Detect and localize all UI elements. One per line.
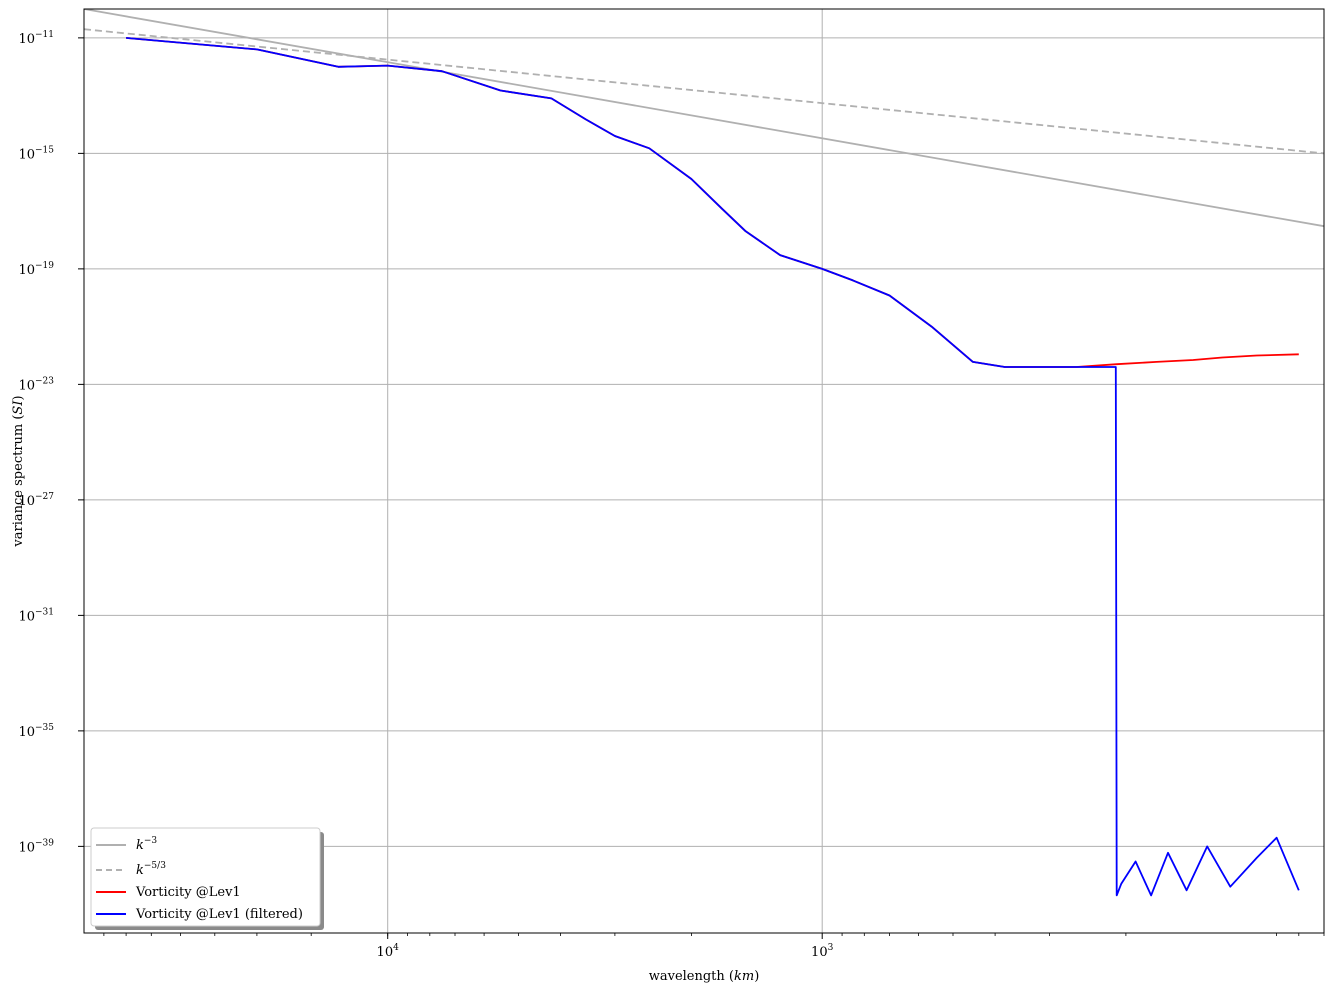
plot-frame bbox=[83, 8, 1325, 934]
y-tick-label-3: 10−23 bbox=[18, 376, 54, 393]
y-tick-label-1: 10−15 bbox=[18, 145, 54, 162]
vorticity-line bbox=[126, 37, 1299, 368]
ticks: 104 103 10−11 10−15 10−19 10−23 10−27 10−31 10−3… bbox=[18, 30, 1325, 960]
y-axis-label: variance spectrum (SI) bbox=[11, 395, 26, 547]
y-tick-label-2: 10−19 bbox=[18, 261, 54, 278]
y-tick-label-6: 10−35 bbox=[18, 723, 54, 740]
legend-label-k53: k−5/3 bbox=[136, 861, 166, 878]
legend-label-vorticity-filtered: Vorticity @Lev1 (filtered) bbox=[135, 907, 303, 922]
y-tick-label-0: 10−11 bbox=[18, 30, 54, 47]
x-tick-label-1: 103 bbox=[811, 943, 834, 960]
k-minus-3-line bbox=[84, 9, 1324, 228]
legend-label-vorticity: Vorticity @Lev1 bbox=[135, 885, 241, 900]
series-lines bbox=[84, 9, 1324, 897]
y-tick-label-5: 10−31 bbox=[18, 607, 54, 624]
grid bbox=[84, 9, 1324, 933]
y-tick-label-4: 10−27 bbox=[18, 492, 54, 509]
vorticity-filtered-line bbox=[126, 37, 1300, 897]
legend: k−3 k−5/3 Vorticity @Lev1 Vorticity @Lev… bbox=[90, 827, 324, 930]
x-axis-label: wavelength (km) bbox=[649, 969, 760, 984]
y-tick-label-7: 10−39 bbox=[18, 838, 54, 855]
x-tick-label-0: 104 bbox=[377, 943, 400, 960]
legend-label-k3: k−3 bbox=[136, 836, 157, 853]
k-minus-5-3-line bbox=[84, 28, 1324, 155]
legend-box bbox=[90, 827, 321, 927]
